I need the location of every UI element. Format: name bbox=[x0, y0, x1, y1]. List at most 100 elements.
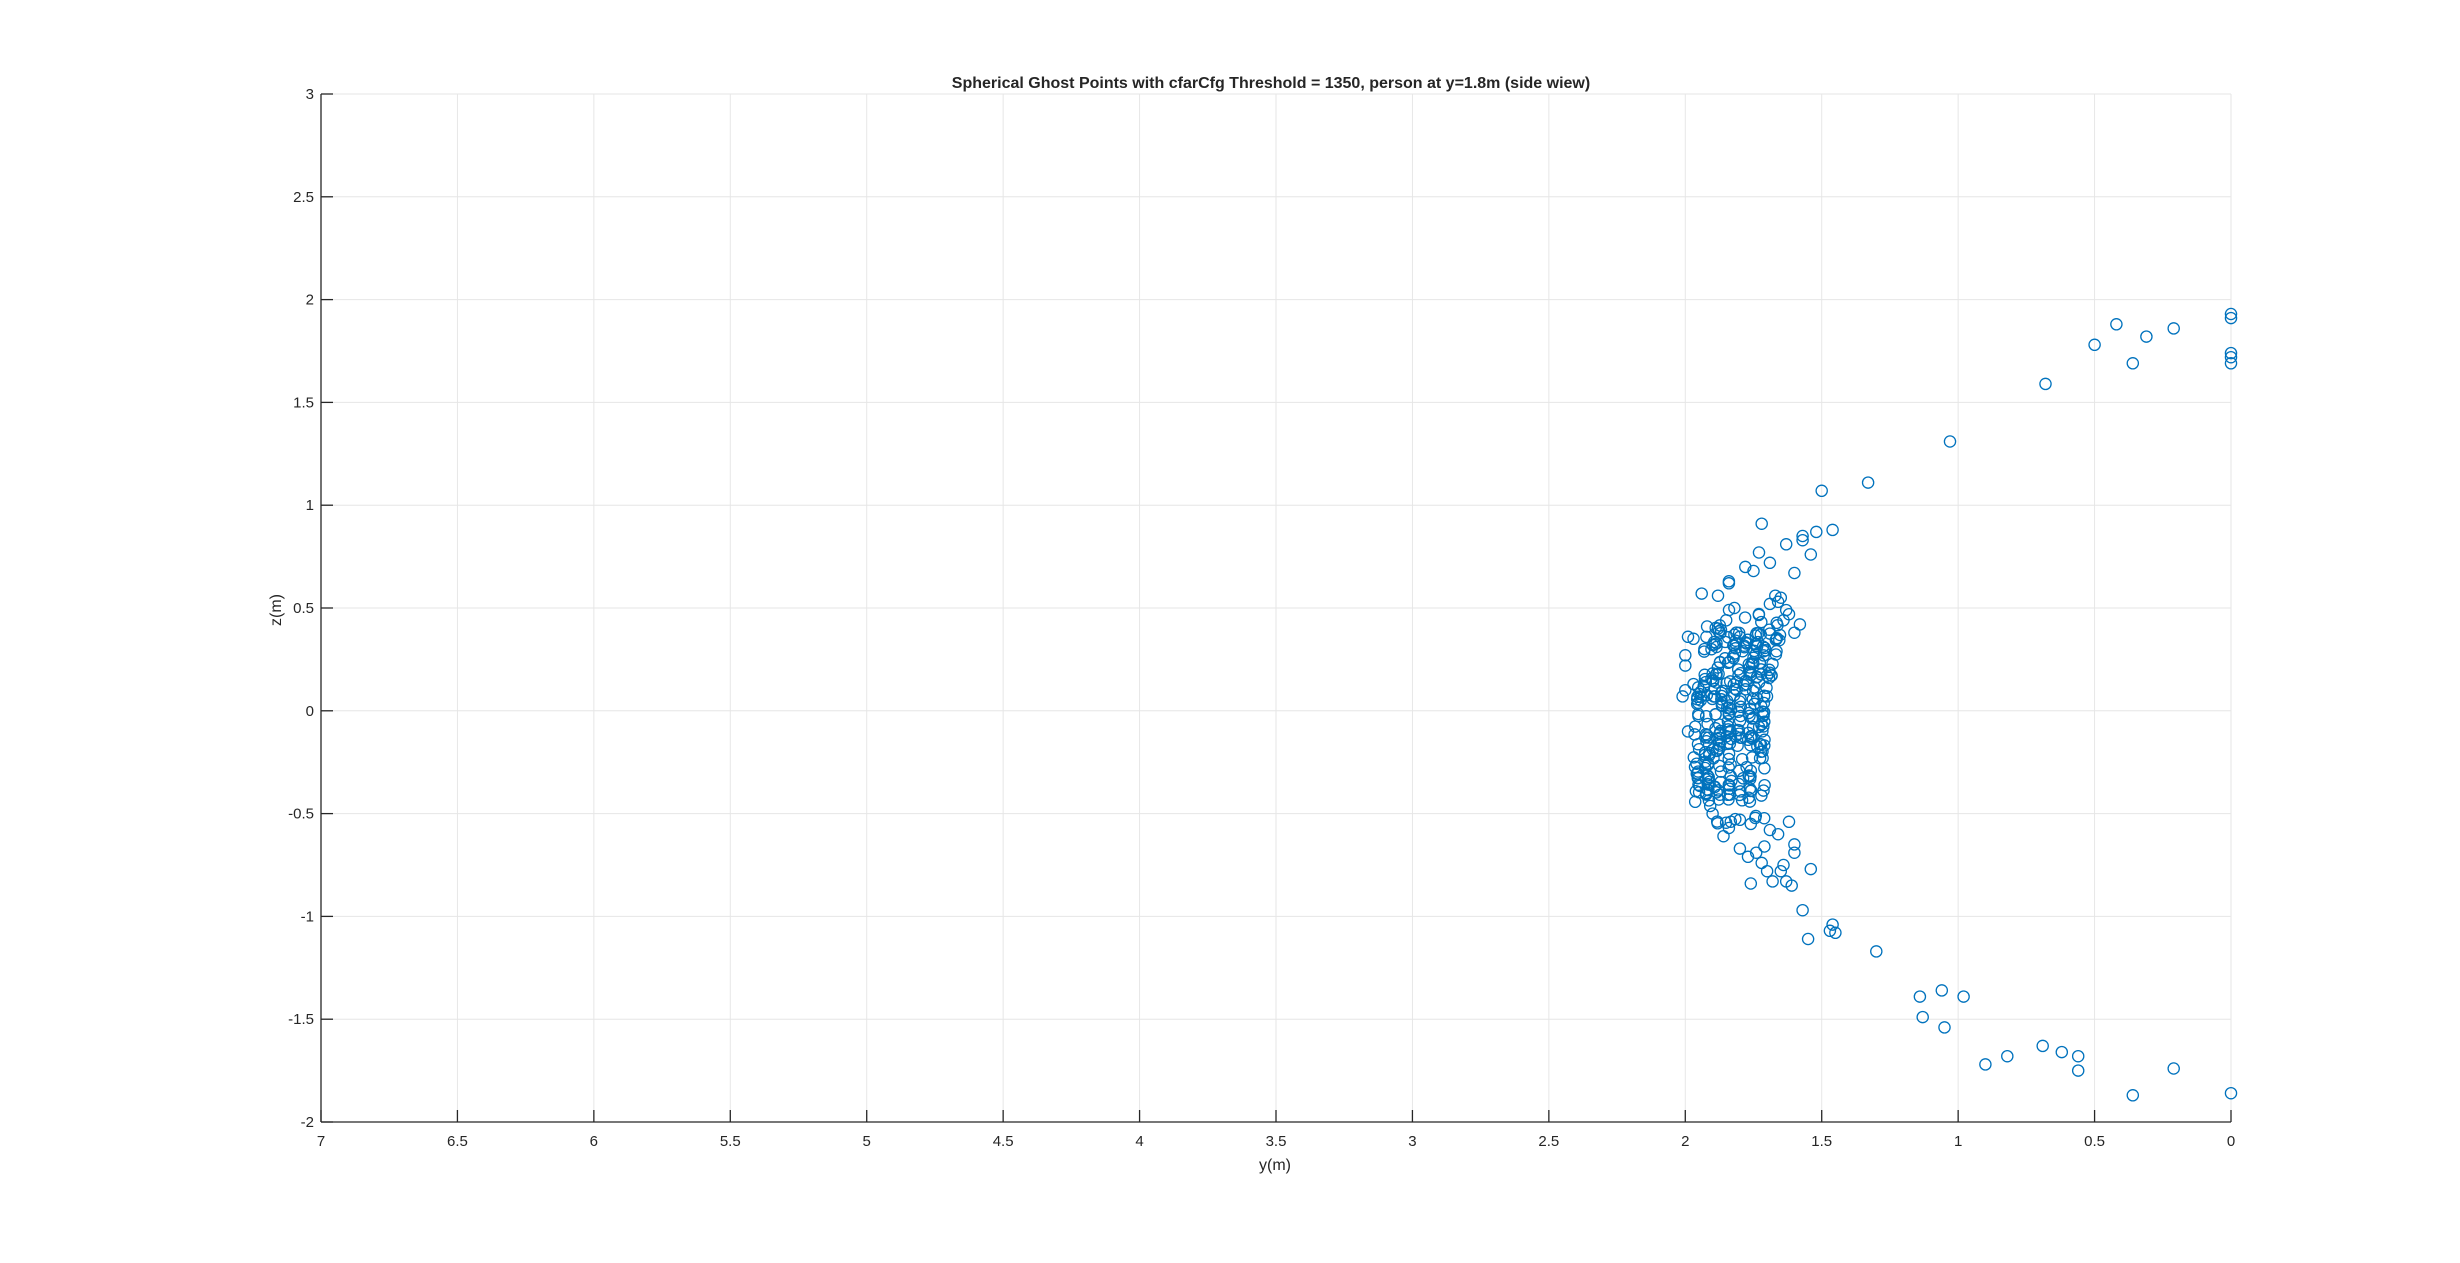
x-tick-label: 7 bbox=[317, 1133, 325, 1150]
data-point bbox=[1710, 637, 1723, 650]
data-point bbox=[1766, 875, 1779, 888]
data-point bbox=[1861, 476, 1875, 489]
data-point bbox=[1701, 717, 1714, 731]
y-tick-label: -1.5 bbox=[288, 1011, 314, 1028]
data-point bbox=[1751, 740, 1764, 753]
data-point bbox=[1688, 720, 1702, 733]
data-point bbox=[1788, 846, 1801, 859]
data-point bbox=[1804, 548, 1818, 561]
data-point bbox=[1823, 924, 1837, 938]
data-point bbox=[1688, 728, 1701, 741]
data-point bbox=[1723, 788, 1737, 801]
data-point bbox=[1757, 720, 1770, 733]
data-point bbox=[1771, 827, 1785, 841]
y-tick-label: 0.5 bbox=[293, 600, 314, 617]
data-point bbox=[1771, 595, 1785, 609]
data-point bbox=[1935, 984, 1949, 997]
data-point bbox=[1693, 687, 1706, 701]
data-point bbox=[1793, 618, 1807, 631]
x-tick-label: 5.5 bbox=[720, 1133, 741, 1150]
data-point bbox=[1702, 794, 1716, 807]
data-point bbox=[1748, 681, 1761, 694]
data-point bbox=[1731, 663, 1745, 676]
data-point bbox=[1755, 856, 1768, 870]
data-point bbox=[1729, 730, 1742, 743]
data-point bbox=[1732, 764, 1746, 778]
data-point bbox=[2071, 1064, 2085, 1077]
data-point bbox=[1755, 789, 1768, 802]
data-point bbox=[1742, 706, 1755, 720]
data-point bbox=[1757, 689, 1771, 703]
data-point bbox=[1747, 651, 1760, 665]
data-point bbox=[1752, 607, 1766, 621]
data-point bbox=[1763, 597, 1777, 611]
y-tick-label: 0 bbox=[306, 703, 314, 720]
data-point bbox=[1744, 666, 1757, 679]
data-point bbox=[1756, 705, 1769, 718]
grid bbox=[320, 93, 2232, 1123]
data-point bbox=[1979, 1058, 1992, 1071]
data-point bbox=[2126, 1089, 2140, 1102]
data-point bbox=[1913, 990, 1927, 1003]
x-tick-label: 5 bbox=[863, 1133, 871, 1150]
data-point bbox=[1715, 686, 1728, 700]
data-point bbox=[1763, 666, 1776, 679]
data-points bbox=[1676, 307, 2238, 1102]
data-point bbox=[2224, 311, 2238, 325]
chart-title: Spherical Ghost Points with cfarCfg Thre… bbox=[952, 75, 1590, 92]
data-point bbox=[1743, 795, 1757, 808]
data-point bbox=[1733, 813, 1747, 827]
data-point bbox=[2224, 350, 2238, 364]
data-point bbox=[1747, 564, 1760, 578]
data-point bbox=[1708, 780, 1721, 794]
data-point bbox=[2126, 357, 2140, 370]
data-point bbox=[1697, 645, 1711, 658]
data-point bbox=[1755, 517, 1768, 530]
data-point bbox=[1691, 767, 1704, 780]
data-point bbox=[1717, 829, 1730, 843]
x-tick-label: 0 bbox=[2227, 1133, 2235, 1150]
data-point bbox=[1749, 846, 1763, 859]
data-point bbox=[2224, 307, 2238, 321]
data-point bbox=[1720, 694, 1734, 708]
data-point bbox=[1726, 650, 1740, 663]
data-point bbox=[1691, 771, 1705, 785]
data-point bbox=[1801, 932, 1815, 946]
data-point bbox=[1739, 560, 1752, 574]
data-point bbox=[1681, 630, 1695, 644]
data-point bbox=[1700, 688, 1714, 702]
data-point bbox=[1788, 626, 1801, 639]
data-point bbox=[1733, 714, 1747, 728]
data-point bbox=[2224, 357, 2238, 370]
data-point bbox=[1709, 707, 1722, 721]
data-point bbox=[2088, 338, 2101, 352]
data-point bbox=[1755, 718, 1768, 731]
data-point bbox=[2055, 1045, 2069, 1059]
y-tick-label: 1.5 bbox=[293, 394, 314, 411]
data-point bbox=[1779, 538, 1793, 551]
data-point bbox=[1722, 603, 1736, 617]
data-point bbox=[1757, 696, 1771, 710]
data-point bbox=[1692, 707, 1705, 721]
data-point bbox=[1695, 587, 1708, 600]
data-point bbox=[1702, 731, 1715, 744]
data-point bbox=[1796, 533, 1809, 547]
data-point bbox=[1736, 772, 1750, 785]
data-point bbox=[1688, 795, 1702, 809]
data-point bbox=[1756, 725, 1769, 738]
data-point bbox=[1826, 918, 1839, 931]
data-point bbox=[1687, 632, 1700, 646]
data-point bbox=[1699, 709, 1713, 723]
data-point bbox=[1760, 864, 1774, 878]
data-point bbox=[1774, 864, 1788, 878]
data-point bbox=[1730, 675, 1743, 689]
data-point bbox=[1676, 690, 1689, 703]
data-point bbox=[1938, 1021, 1951, 1034]
data-point bbox=[1745, 751, 1759, 764]
x-tick-label: 3.5 bbox=[1266, 1133, 1287, 1150]
data-point bbox=[1693, 779, 1706, 793]
data-point bbox=[1688, 760, 1702, 774]
data-point bbox=[1707, 752, 1720, 765]
y-axis-label: z(m) bbox=[268, 594, 285, 626]
